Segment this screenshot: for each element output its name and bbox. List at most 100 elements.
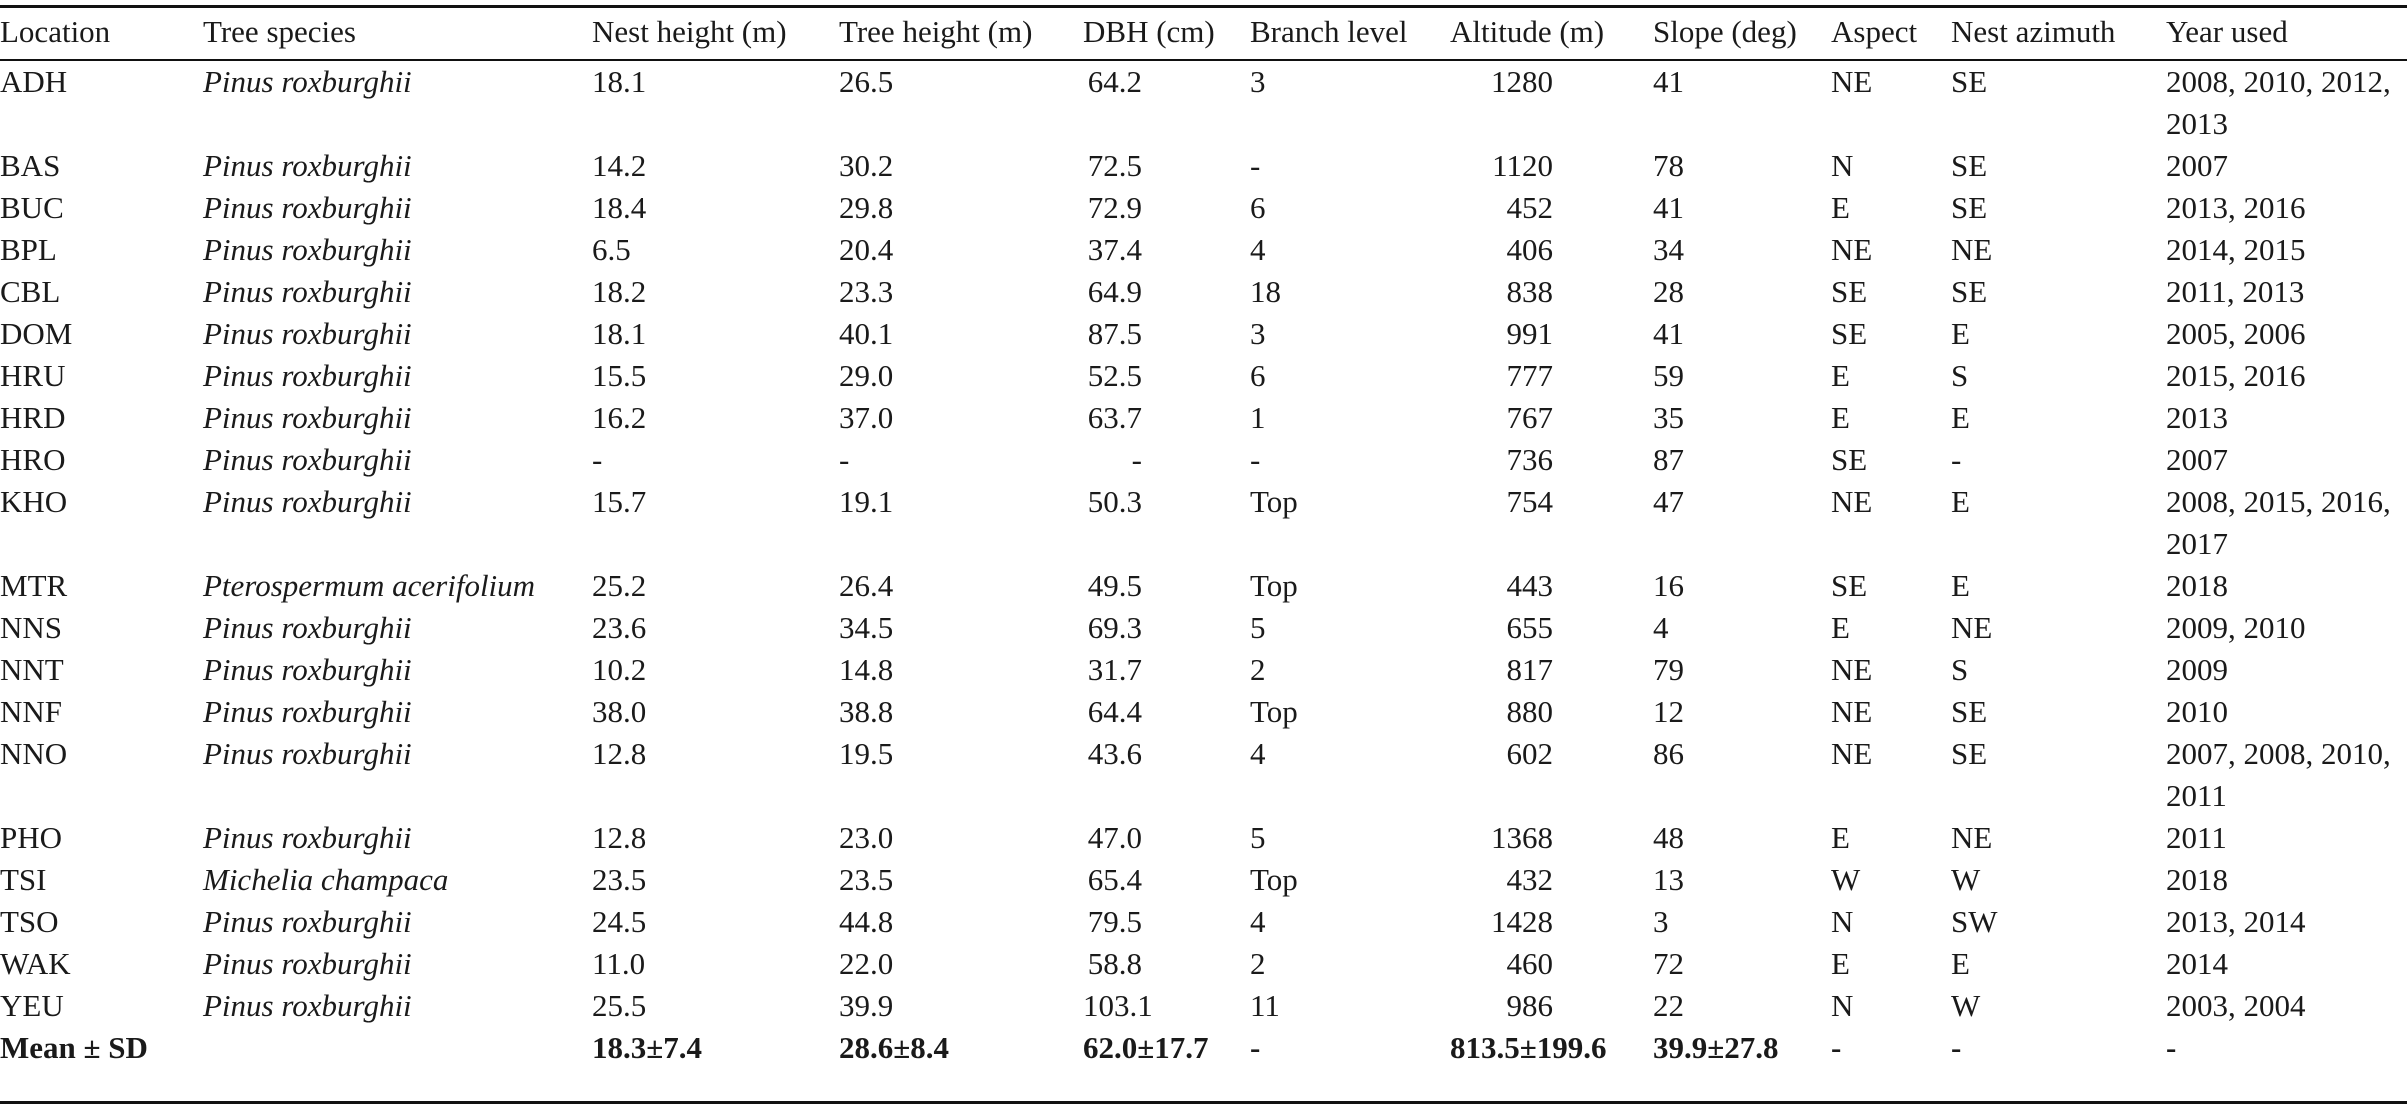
table-row: DOM Pinus roxburghii 18.1 40.1 87.5 3 991 41 SE E…	[0, 313, 2407, 355]
column-header-dbh: DBH (cm)	[1083, 14, 1215, 49]
cell-dbh: 52.5	[1087, 358, 1142, 393]
column-header-nest-azimuth: Nest azimuth	[1951, 14, 2116, 49]
cell-nest-azimuth: SW	[1951, 904, 1998, 939]
cell-nest-height: 25.2	[592, 568, 647, 603]
cell-nest-azimuth: SE	[1951, 148, 1988, 183]
cell-year-used: 2015, 2016	[2166, 358, 2306, 393]
cell-slope: 4	[1653, 610, 1669, 645]
cell-dbh: 37.4	[1087, 232, 1142, 267]
cell-year-used: 2018	[2166, 568, 2228, 603]
table-row: HRD Pinus roxburghii 16.2 37.0 63.7 1 767 35 E E 2…	[0, 397, 2407, 439]
cell-tree-height: 23.3	[839, 274, 894, 309]
cell-year-used: 2008, 2010, 2012, 2013	[2166, 64, 2391, 141]
cell-altitude: 1368	[1491, 820, 1553, 855]
cell-tree-species: Pinus roxburghii	[203, 358, 412, 393]
cell-tree-height: 29.0	[839, 358, 894, 393]
summary-label: Mean ± SD	[0, 1030, 148, 1065]
cell-altitude: 777	[1506, 358, 1554, 393]
table-row: TSI Michelia champaca 23.5 23.5 65.4 Top 432 13…	[0, 859, 2407, 901]
cell-nest-height: -	[592, 442, 603, 477]
cell-location: DOM	[0, 316, 73, 351]
cell-slope: 72	[1653, 946, 1684, 981]
cell-nest-height: 23.5	[592, 862, 647, 897]
cell-tree-species: Pinus roxburghii	[203, 232, 412, 267]
cell-tree-species: Pinus roxburghii	[203, 64, 412, 99]
cell-slope: 13	[1653, 862, 1684, 897]
cell-aspect: E	[1831, 190, 1850, 225]
cell-tree-height: 44.8	[839, 904, 894, 939]
cell-aspect: SE	[1831, 568, 1868, 603]
cell-slope: 28	[1653, 274, 1684, 309]
summary-year-used: -	[2166, 1030, 2177, 1065]
cell-nest-azimuth: E	[1951, 946, 1970, 981]
cell-year-used: 2018	[2166, 862, 2228, 897]
table-row: BUC Pinus roxburghii 18.4 29.8 72.9 6 452 41 E SE…	[0, 187, 2407, 229]
cell-year-used: 2007	[2166, 148, 2228, 183]
cell-aspect: E	[1831, 946, 1850, 981]
top-rule	[0, 5, 2407, 8]
table-row: MTR Pterospermum acerifolium 25.2 26.4 49.5 T…	[0, 565, 2407, 607]
cell-branch-level: Top	[1250, 568, 1298, 603]
cell-nest-azimuth: NE	[1951, 820, 1993, 855]
cell-branch-level: 4	[1250, 736, 1266, 771]
summary-tree-height: 28.6±8.4	[839, 1030, 950, 1065]
cell-nest-height: 15.7	[592, 484, 647, 519]
table-row: NNF Pinus roxburghii 38.0 38.8 64.4 Top 880 12 N…	[0, 691, 2407, 733]
summary-nest-height: 18.3±7.4	[592, 1030, 703, 1065]
cell-slope: 41	[1653, 316, 1684, 351]
cell-branch-level: 3	[1250, 316, 1266, 351]
cell-altitude: 986	[1506, 988, 1554, 1023]
cell-tree-height: 30.2	[839, 148, 894, 183]
cell-nest-azimuth: SE	[1951, 64, 1988, 99]
cell-location: TSI	[0, 862, 47, 897]
cell-tree-height: -	[839, 442, 850, 477]
table-row: TSO Pinus roxburghii 24.5 44.8 79.5 4 1428 3 N SW…	[0, 901, 2407, 943]
cell-tree-height: 20.4	[839, 232, 894, 267]
nest-data-table: Location Tree species Nest height (m) Tr…	[0, 12, 2407, 1073]
cell-aspect: NE	[1831, 484, 1873, 519]
cell-tree-species: Pinus roxburghii	[203, 694, 412, 729]
cell-branch-level: 3	[1250, 64, 1266, 99]
cell-aspect: NE	[1831, 652, 1873, 687]
cell-year-used: 2003, 2004	[2166, 988, 2306, 1023]
summary-nest-azimuth: -	[1951, 1030, 1962, 1065]
cell-dbh: 87.5	[1087, 316, 1142, 351]
cell-tree-height: 40.1	[839, 316, 894, 351]
cell-tree-species: Pinus roxburghii	[203, 148, 412, 183]
cell-nest-azimuth: E	[1951, 316, 1970, 351]
cell-tree-species: Pinus roxburghii	[203, 484, 412, 519]
cell-nest-azimuth: W	[1951, 862, 1981, 897]
cell-altitude: 655	[1506, 610, 1554, 645]
cell-altitude: 1280	[1491, 64, 1553, 99]
cell-slope: 78	[1653, 148, 1684, 183]
cell-tree-species: Pinus roxburghii	[203, 442, 412, 477]
cell-year-used: 2013	[2166, 400, 2228, 435]
cell-dbh: 58.8	[1087, 946, 1142, 981]
cell-year-used: 2013, 2014	[2166, 904, 2306, 939]
cell-nest-height: 16.2	[592, 400, 647, 435]
cell-slope: 12	[1653, 694, 1684, 729]
cell-aspect: E	[1831, 358, 1850, 393]
table-body: ADH Pinus roxburghii 18.1 26.5 64.2 3 1280 41 NE…	[0, 61, 2407, 1073]
cell-tree-species: Pinus roxburghii	[203, 904, 412, 939]
cell-dbh: 64.4	[1087, 694, 1142, 729]
cell-altitude: 443	[1506, 568, 1554, 603]
cell-altitude: 406	[1506, 232, 1554, 267]
column-header-slope: Slope (deg)	[1653, 14, 1797, 49]
cell-nest-azimuth: SE	[1951, 736, 1988, 771]
cell-year-used: 2011, 2013	[2166, 274, 2305, 309]
cell-tree-species: Pinus roxburghii	[203, 736, 412, 771]
cell-branch-level: 1	[1250, 400, 1266, 435]
cell-altitude: 1120	[1492, 148, 1553, 183]
cell-slope: 79	[1653, 652, 1684, 687]
cell-slope: 34	[1653, 232, 1684, 267]
column-header-aspect: Aspect	[1831, 14, 1918, 49]
table-row: HRU Pinus roxburghii 15.5 29.0 52.5 6 777 59 E S 2…	[0, 355, 2407, 397]
cell-slope: 22	[1653, 988, 1684, 1023]
cell-nest-height: 18.2	[592, 274, 647, 309]
column-header-altitude: Altitude (m)	[1450, 14, 1605, 49]
cell-nest-azimuth: NE	[1951, 610, 1993, 645]
cell-nest-azimuth: SE	[1951, 274, 1988, 309]
cell-slope: 59	[1653, 358, 1684, 393]
